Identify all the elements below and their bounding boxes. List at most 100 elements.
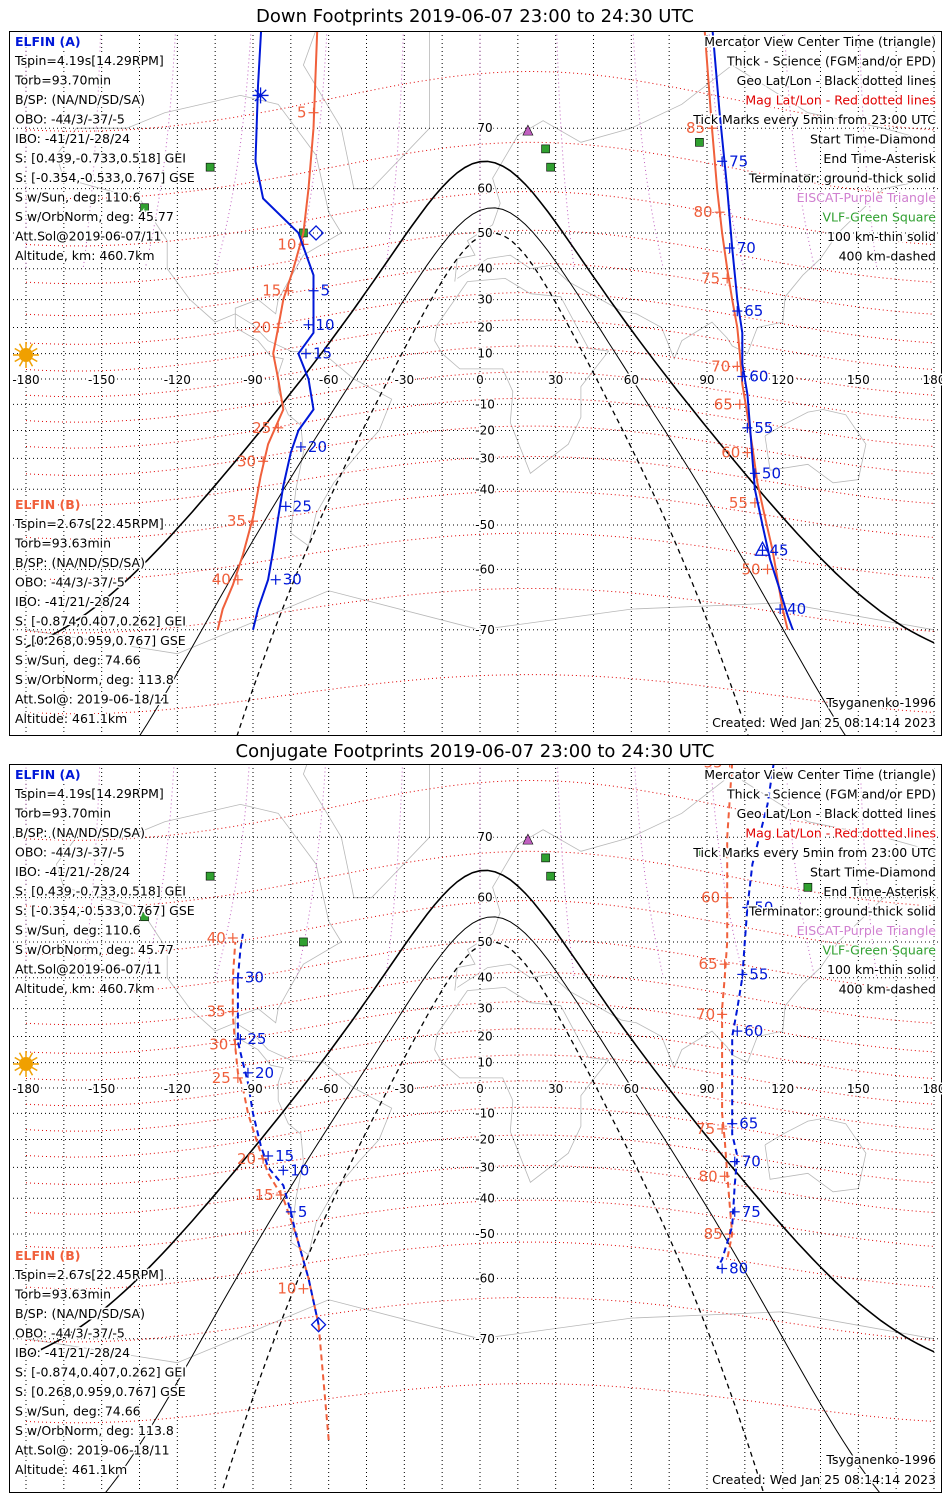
legend-line: EISCAT-Purple Triangle [797,190,937,205]
info-b-line: S: [-0.874,0.407,0.262] GEI [15,614,186,629]
elfin-b-track-pass2 [721,765,734,1260]
tick-label: 40 [207,929,226,947]
lon-tick-label: 90 [699,373,714,387]
sun-ray [14,1066,21,1072]
coastline [454,64,935,282]
tick-label: 30 [237,452,256,470]
tick-label: 70 [737,239,756,257]
tick-label: 85 [704,1225,723,1243]
tick-label: 70 [711,357,730,375]
lat-tick-label: 20 [477,320,492,334]
tick-label: 20 [237,1150,256,1168]
info-a-line: B/SP: (NA/ND/SD/SA) [15,825,145,840]
lat-tick-label: -20 [475,424,495,438]
tick-label: 10 [277,235,296,253]
vlf-square [546,162,555,172]
elfin-b-track-pass2 [703,32,789,631]
start-diamond [308,225,324,241]
tick-label: 65 [714,395,733,413]
sun-ray [18,1069,24,1076]
terminator-400km [221,941,764,1492]
sun-disk [19,348,33,362]
info-a-line: Att.Sol@2019-06-07/11 [15,962,161,977]
legend-line: End Time-Asterisk [823,151,936,166]
lat-tick-label: 50 [477,226,492,240]
panel-title-conjugate: Conjugate Footprints 2019-06-07 23:00 to… [235,741,715,762]
tick-label: 30 [245,969,264,987]
lon-tick-label: -30 [395,373,415,387]
lon-tick-label: -60 [319,373,339,387]
info-a-line: S w/Sun, deg: 110.6 [15,190,141,205]
terminator-ground [25,160,935,648]
tick-label: 20 [252,318,271,336]
lon-tick-label: 120 [771,373,794,387]
elfin-a-track-pass1 [236,933,320,1325]
tick-label: 25 [293,497,312,515]
lon-tick-label: -180 [12,373,39,387]
info-a-line: S w/OrbNorm, deg: 45.77 [15,209,174,224]
vlf-square [695,137,704,147]
lon-tick-label: 150 [847,373,870,387]
legend-line: Thick - Science (FGM and/or EPD) [726,787,936,802]
info-a-line: Tspin=4.19s[14.29RPM] [14,53,164,68]
coastline [25,1299,935,1364]
start-diamond [310,1316,327,1333]
tick-label: 80 [729,1260,748,1278]
info-b-line: Tspin=2.67s[22.45RPM] [14,516,164,531]
sun-ray [28,1069,34,1076]
elfin-a-track-pass1 [252,32,315,631]
lon-tick-label: -120 [164,1082,191,1096]
lat-tick-label: 10 [477,347,492,361]
terminators [25,869,935,1492]
terminator-400km [236,232,749,735]
elfin-a-track-pass2 [711,32,794,631]
vlf-square [803,882,813,892]
lon-tick-label: -60 [319,1082,339,1096]
lat-tick-label: 60 [477,891,492,905]
sun-ray [31,347,38,353]
geo-grid [10,765,941,1492]
coastline [434,277,610,474]
coastline [302,765,430,899]
vlf-square [803,173,813,183]
lon-tick-label: -150 [88,373,115,387]
map-layer: 1015202530354051015202530556065707580854… [10,764,941,1492]
info-a-line: S: [-0.354,-0.533,0.767] GSE [15,903,195,918]
legend-line: EISCAT-Purple Triangle [797,923,937,938]
tick-label: 55 [754,419,773,437]
sun-icon [13,342,39,368]
info-b-line: S: [0.268,0.959,0.767] GSE [15,633,186,648]
tick-label: 40 [787,600,806,618]
mag-latitude [25,1383,935,1424]
tick-label: 60 [701,889,720,907]
info-a-line: OBO: -44/3/-37/-5 [15,845,125,860]
lat-tick-label: 30 [477,1002,492,1016]
legend-line: Tick Marks every 5min from 23:00 UTC [692,845,936,860]
lon-tick-label: -120 [164,373,191,387]
sun-ray [18,1052,24,1059]
tick-label: 15 [275,1147,294,1165]
mag-latitude [25,779,935,841]
lat-tick-label: -10 [475,397,495,411]
vlf-square [205,871,215,881]
lat-tick-label: 70 [477,830,492,844]
info-b-line: Tspin=2.67s[22.45RPM] [14,1267,164,1282]
info-a-line: S w/Sun, deg: 110.6 [15,923,141,938]
lon-tick-label: -90 [243,1082,263,1096]
legend-line: 100 km-thin solid [827,962,936,977]
tick-label: 55 [704,764,723,771]
tick-label: 25 [247,1030,266,1048]
info-a-line: OBO: -44/3/-37/-5 [15,112,125,127]
overlay-text: ELFIN (A) Tspin=4.19s[14.29RPM] Torb=93.70… [13,33,939,732]
tick-label: 10 [277,1280,296,1298]
info-b-line: OBO: -44/3/-37/-5 [15,575,125,590]
tick-label: 65 [699,955,718,973]
info-b-line: Att.Sol@: 2019-06-18/11 [15,1443,170,1458]
info-b-line: S w/OrbNorm, deg: 113.8 [15,672,174,687]
info-b-line: OBO: -44/3/-37/-5 [15,1326,125,1341]
tick-label: 20 [255,1064,274,1082]
lon-tick-label: 60 [624,373,639,387]
lon-tick-label: 150 [847,1082,870,1096]
tick-label: 20 [308,438,327,456]
lon-tick-label: 30 [548,1082,563,1096]
